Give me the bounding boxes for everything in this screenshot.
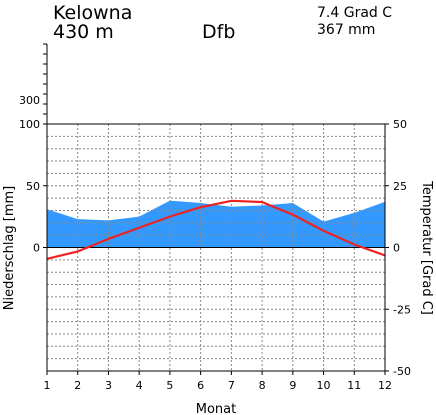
x-tick-label: 8	[259, 379, 266, 392]
temperature-layer	[46, 199, 386, 260]
station-name: Kelowna	[53, 2, 132, 24]
x-axis-ticks: 1 2 3 4 5 6 7 8 9 10 11 12	[44, 371, 392, 392]
annual-precipitation: 367 mm	[317, 22, 375, 38]
right-tick-label: 25	[393, 180, 407, 193]
left-tick-label: 0	[33, 242, 40, 255]
left-tick-label: 100	[19, 118, 40, 131]
right-tick-label: 50	[393, 118, 407, 131]
right-tick-label: -25	[393, 303, 411, 316]
climate-class: Dfb	[202, 21, 235, 43]
x-tick-label: 9	[289, 379, 296, 392]
precipitation-layer	[47, 200, 385, 248]
precipitation-area	[47, 200, 385, 248]
x-tick-label: 10	[317, 379, 331, 392]
x-tick-label: 7	[228, 379, 235, 392]
right-tick-label: 0	[393, 242, 400, 255]
plot-area	[46, 123, 386, 372]
right-axis-label: Temperatur [Grad C]	[419, 180, 434, 315]
x-tick-label: 2	[74, 379, 81, 392]
mean-temperature: 7.4 Grad C	[317, 5, 392, 21]
right-axis-ticks: -50 -25 0 25 50	[385, 118, 411, 378]
upper-precip-axis: 300	[19, 43, 48, 125]
left-tick-label: 50	[26, 180, 40, 193]
temperature-line	[46, 199, 386, 260]
x-tick-label: 12	[378, 379, 392, 392]
x-tick-label: 1	[44, 379, 51, 392]
x-axis-label: Monat	[196, 402, 236, 415]
x-tick-label: 6	[197, 379, 204, 392]
station-elevation: 430 m	[53, 21, 114, 43]
x-tick-label: 11	[347, 379, 361, 392]
x-tick-label: 4	[136, 379, 143, 392]
left-axis-ticks: 0 50 100	[19, 118, 47, 255]
grid-layer	[47, 124, 385, 371]
x-tick-label: 5	[166, 379, 173, 392]
x-tick-label: 3	[105, 379, 112, 392]
left-axis-label: Niederschlag [mm]	[2, 186, 17, 311]
upper-tick-label: 300	[19, 94, 40, 107]
right-tick-label: -50	[393, 365, 411, 378]
